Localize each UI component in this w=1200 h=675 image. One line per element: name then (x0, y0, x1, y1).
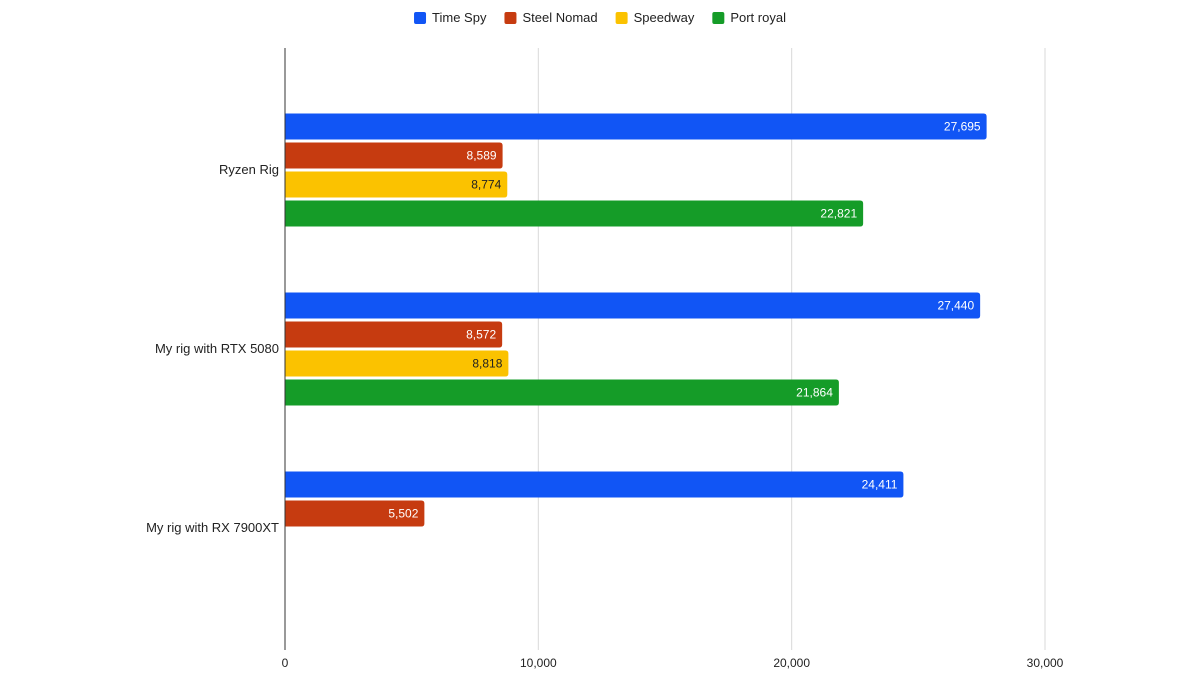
x-tick-label: 0 (282, 656, 289, 670)
bar-steel-nomad-ryzen-rig (285, 142, 503, 169)
data-label-speedway-my-rig-with-rtx-5080: 8,818 (472, 357, 502, 371)
category-labels: Ryzen Rig My rig with RTX 5080 My rig with… (146, 162, 279, 535)
data-label-port-royal-my-rig-with-rtx-5080: 21,864 (796, 386, 833, 400)
bar-steel-nomad-my-rig-with-rx-7900xt (285, 500, 425, 527)
legend-swatch (712, 12, 725, 24)
x-tick-label: 20,000 (773, 656, 810, 670)
legend-item-port-royal[interactable]: Port royal (712, 10, 786, 25)
bars: 27,695 8,589 8,774 22,821 27,440 8,572 8,818 21… (285, 113, 987, 527)
bar-time-spy-my-rig-with-rx-7900xt (285, 471, 904, 498)
data-label-steel-nomad-my-rig-with-rtx-5080: 8,572 (466, 328, 496, 342)
category-label-my-rig-with-rx-7900xt: My rig with RX 7900XT (146, 520, 279, 535)
legend-item-speedway[interactable]: Speedway (615, 10, 695, 25)
legend-item-time-spy[interactable]: Time Spy (414, 10, 487, 25)
bar-speedway-my-rig-with-rtx-5080 (285, 350, 509, 377)
legend-swatch (504, 12, 517, 24)
legend-swatch (414, 12, 427, 24)
grid-lines (537, 48, 1046, 650)
data-label-time-spy-my-rig-with-rtx-5080: 27,440 (937, 299, 974, 313)
legend-swatch (615, 12, 628, 24)
category-label-ryzen-rig: Ryzen Rig (219, 162, 279, 177)
bar-speedway-ryzen-rig (285, 171, 508, 198)
bar-port-royal-ryzen-rig (285, 200, 864, 227)
bar-port-royal-my-rig-with-rtx-5080 (285, 379, 839, 406)
legend-label: Time Spy (432, 10, 487, 25)
data-label-time-spy-my-rig-with-rx-7900xt: 24,411 (862, 478, 898, 492)
bar-steel-nomad-my-rig-with-rtx-5080 (285, 321, 503, 348)
bar-time-spy-ryzen-rig (285, 113, 987, 140)
bar-time-spy-my-rig-with-rtx-5080 (285, 292, 981, 319)
legend-label: Speedway (634, 10, 695, 25)
legend-label: Port royal (730, 10, 786, 25)
data-label-port-royal-ryzen-rig: 22,821 (820, 207, 857, 221)
data-label-speedway-ryzen-rig: 8,774 (471, 178, 501, 192)
legend-item-steel-nomad[interactable]: Steel Nomad (504, 10, 598, 25)
legend: Time Spy Steel Nomad Speedway Port royal (414, 10, 786, 25)
x-axis-ticks: 0 10,000 20,000 30,000 (282, 656, 1064, 670)
x-tick-label: 30,000 (1027, 656, 1064, 670)
category-label-my-rig-with-rtx-5080: My rig with RTX 5080 (155, 341, 279, 356)
data-label-steel-nomad-ryzen-rig: 8,589 (467, 149, 497, 163)
legend-label: Steel Nomad (522, 10, 597, 25)
data-label-steel-nomad-my-rig-with-rx-7900xt: 5,502 (388, 507, 418, 521)
x-tick-label: 10,000 (520, 656, 557, 670)
data-label-time-spy-ryzen-rig: 27,695 (944, 120, 981, 134)
